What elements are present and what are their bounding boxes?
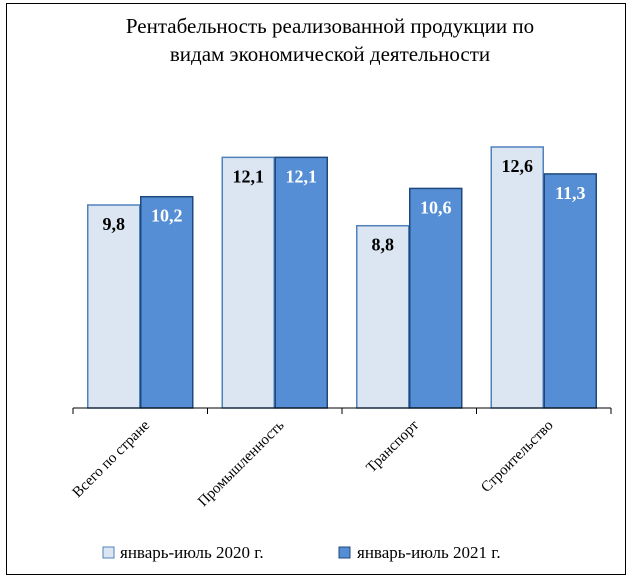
- bar: [274, 156, 328, 409]
- category-labels: Всего по стране Промышленность Транспорт Ст…: [70, 417, 557, 510]
- bar-value-label: 10,6: [420, 197, 452, 217]
- legend-swatch-2021: [338, 546, 351, 559]
- chart-title-line-1: Рентабельность реализованной продукции п…: [126, 14, 534, 38]
- bar: [221, 156, 275, 409]
- bar-value-label: 10,2: [151, 206, 183, 226]
- legend-label-2020: январь-июль 2020 г.: [120, 543, 264, 562]
- category-label: Строительство: [478, 418, 556, 496]
- bar-value-label: 12,1: [233, 166, 265, 186]
- bar: [490, 146, 544, 409]
- bar: [543, 173, 597, 409]
- bar: [140, 195, 194, 409]
- legend: январь-июль 2020 г. январь-июль 2021 г.: [102, 543, 501, 562]
- chart-title-line-2: видам экономической деятельности: [170, 42, 490, 66]
- x-axis-ticks: [72, 408, 612, 414]
- bar: [87, 204, 141, 409]
- bars-group: 9,8 10,2 12,1 12,1 8,8 10,6 12,6 11,3: [87, 146, 597, 409]
- bar: [409, 187, 463, 409]
- bar-value-label: 12,6: [502, 156, 534, 176]
- bar-value-label: 11,3: [555, 183, 586, 203]
- bar-value-label: 9,8: [103, 214, 126, 234]
- bar-value-label: 8,8: [372, 235, 395, 255]
- category-label: Промышленность: [195, 417, 288, 510]
- bar: [356, 224, 410, 409]
- legend-label-2021: январь-июль 2021 г.: [357, 543, 501, 562]
- legend-swatch-2020: [102, 546, 115, 559]
- category-label: Всего по стране: [70, 417, 154, 501]
- category-label: Транспорт: [364, 417, 423, 476]
- bar-value-label: 12,1: [286, 166, 318, 186]
